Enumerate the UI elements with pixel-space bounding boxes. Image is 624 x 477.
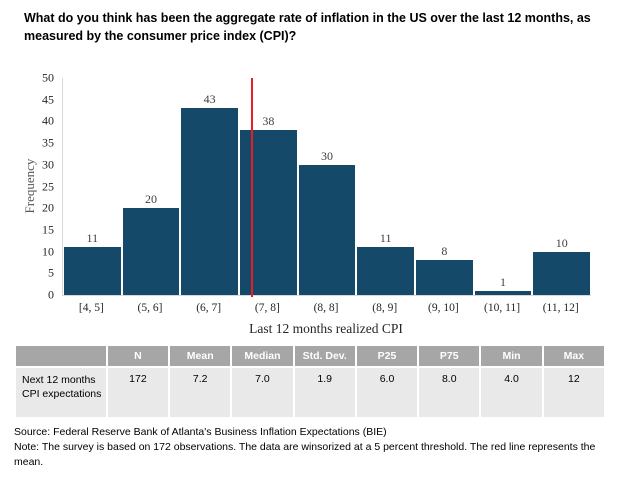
plot-area: 11 20 43 38 30 11 8 1 10 <box>62 78 591 297</box>
y-tick-label: 5 <box>48 265 54 280</box>
mean-red-line <box>250 78 253 297</box>
table-column-header: Min <box>481 346 542 366</box>
histogram-bar <box>181 108 239 295</box>
histogram-bar <box>416 260 473 295</box>
bar-value-label: 11 <box>86 231 99 246</box>
y-tick-label: 20 <box>42 200 54 215</box>
stat-value: 8.0 <box>419 368 480 417</box>
x-tick-label: (5, 6] <box>137 302 163 314</box>
footnotes: Source: Federal Reserve Bank of Atlanta'… <box>14 425 618 471</box>
histogram-bar <box>240 130 297 295</box>
bar-slot: 11 <box>63 78 122 295</box>
stat-value: 7.2 <box>170 368 231 417</box>
bar-value-label: 30 <box>321 148 334 163</box>
bar-slot: 10 <box>532 78 591 295</box>
bar-slot: 30 <box>298 78 357 295</box>
histogram-bar <box>122 208 180 295</box>
row-label: Next 12 months CPI expectations <box>16 368 106 417</box>
x-axis-title: Last 12 months realized CPI <box>249 321 403 336</box>
stat-value: 1.9 <box>294 368 355 417</box>
table-header-row: N Mean Median Std. Dev. P25 P75 Min Max <box>16 346 604 366</box>
table-column-header: P75 <box>419 346 480 366</box>
y-tick-label: 35 <box>42 135 54 150</box>
histogram-bar <box>298 164 356 295</box>
histogram-bar <box>474 290 532 295</box>
bar-slot: 38 <box>239 78 298 295</box>
question-title: What do you think has been the aggregate… <box>24 11 591 43</box>
bar-value-label: 11 <box>379 231 392 246</box>
y-tick-label: 10 <box>42 244 54 259</box>
stat-value: 12 <box>543 368 604 417</box>
bar-slot: 11 <box>356 78 415 295</box>
stat-value: 172 <box>107 368 169 417</box>
x-tick-label: [4, 5] <box>78 302 104 314</box>
x-tick-label: (9, 10] <box>428 302 459 314</box>
x-tick-label: (8, 9] <box>372 302 398 314</box>
histogram-chart: Frequency 0 5 10 15 20 25 30 35 40 45 50 11 20 43 38 3… <box>0 70 624 340</box>
y-tick-label: 45 <box>42 92 54 107</box>
x-tick-label: (6, 7] <box>196 302 222 314</box>
bar-slot: 8 <box>415 78 474 295</box>
table-row: Next 12 months CPI expectations 172 7.2 7.0… <box>16 368 604 417</box>
y-tick-label: 0 <box>48 287 54 302</box>
table-column-header: Std. Dev. <box>294 346 355 366</box>
x-axis-labels: [4, 5] (5, 6] (6, 7] (7, 8] (8, 8] (8, 9] (9, … <box>62 302 590 314</box>
bar-value-label: 10 <box>555 235 568 250</box>
table-column-header: Max <box>543 346 604 366</box>
table-column-header: Median <box>232 346 293 366</box>
source-note: Source: Federal Reserve Bank of Atlanta'… <box>14 426 387 438</box>
stat-value: 7.0 <box>232 368 293 417</box>
x-tick-label: (10, 11] <box>484 302 521 314</box>
bar-value-label: 38 <box>262 114 275 129</box>
bar-value-label: 1 <box>500 274 507 289</box>
bar-value-label: 43 <box>203 92 216 107</box>
bar-slot: 20 <box>122 78 181 295</box>
y-tick-label: 15 <box>42 222 54 237</box>
y-tick-label: 25 <box>42 179 54 193</box>
y-tick-label: 40 <box>42 113 54 128</box>
method-note: Note: The survey is based on 172 observa… <box>14 441 596 469</box>
stat-value: 4.0 <box>481 368 542 417</box>
x-tick-label: (11, 12] <box>542 302 579 314</box>
x-tick-label: (8, 8] <box>313 302 339 314</box>
bar-slot: 1 <box>474 78 533 295</box>
table-column-header: N <box>107 346 169 366</box>
bar-value-label: 8 <box>441 244 448 259</box>
bar-slot: 43 <box>180 78 239 295</box>
summary-stats-table: N Mean Median Std. Dev. P25 P75 Min Max Next 12… <box>14 344 606 419</box>
y-tick-label: 50 <box>42 70 54 85</box>
table-column-header: Mean <box>170 346 231 366</box>
histogram-bar <box>357 247 415 295</box>
y-axis-ticks: 0 5 10 15 20 25 30 35 40 45 50 <box>0 71 54 302</box>
bar-value-label: 20 <box>145 192 157 207</box>
table-column-header <box>16 346 106 366</box>
table-column-header: P25 <box>356 346 418 366</box>
histogram-bar <box>64 247 121 295</box>
histogram-bar <box>533 251 591 295</box>
stat-value: 6.0 <box>356 368 418 417</box>
bars: 11 20 43 38 30 11 8 1 10 <box>63 78 591 295</box>
x-tick-label: (7, 8] <box>254 302 280 314</box>
y-tick-label: 30 <box>42 157 54 172</box>
